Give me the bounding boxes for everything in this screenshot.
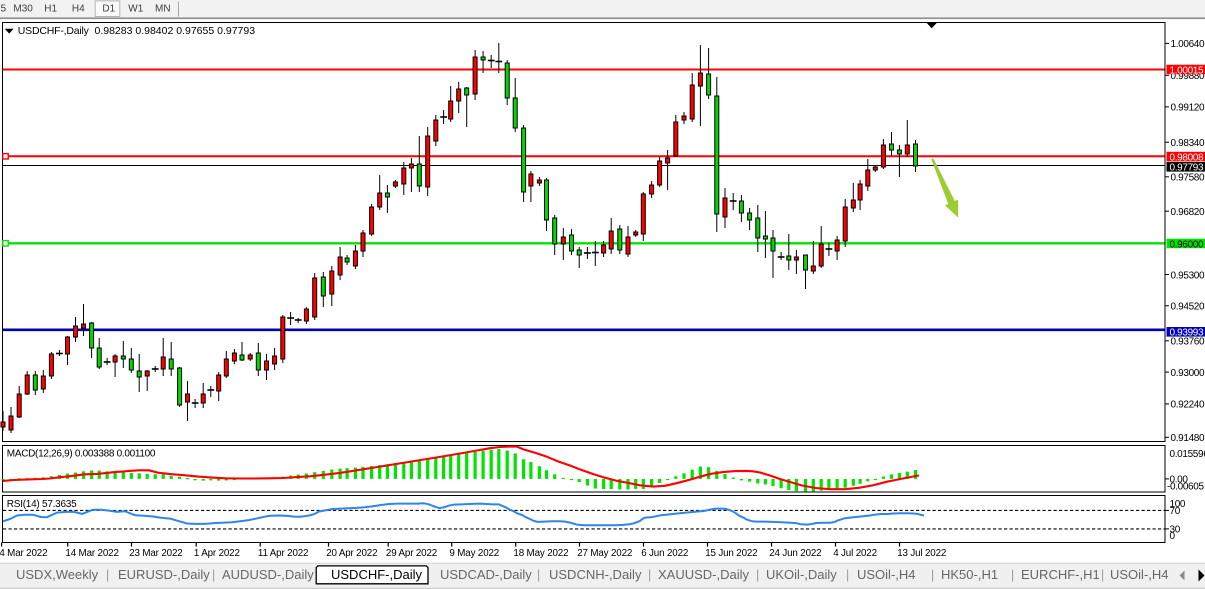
- svg-text:|: |: [648, 568, 651, 582]
- svg-text:0.93993: 0.93993: [1170, 328, 1204, 339]
- svg-text:MACD(12,26,9) 0.003388 0.00110: MACD(12,26,9) 0.003388 0.001100: [7, 449, 156, 460]
- svg-text:|: |: [1011, 568, 1014, 582]
- svg-text:W1: W1: [128, 4, 143, 15]
- svg-text:USDX,Weekly: USDX,Weekly: [16, 567, 99, 582]
- svg-text:0.015596: 0.015596: [1170, 449, 1205, 460]
- svg-text:0.93000: 0.93000: [1171, 368, 1205, 379]
- svg-text:0.98008: 0.98008: [1170, 152, 1204, 163]
- svg-text:M30: M30: [13, 4, 33, 15]
- svg-text:D1: D1: [102, 4, 115, 15]
- svg-text:|: |: [1101, 568, 1104, 582]
- svg-text:0.98340: 0.98340: [1171, 138, 1205, 149]
- svg-text:0.99120: 0.99120: [1171, 103, 1205, 114]
- svg-text:0.96820: 0.96820: [1171, 207, 1205, 218]
- svg-text:H1: H1: [44, 4, 57, 15]
- svg-text:UKOil-,Daily: UKOil-,Daily: [766, 567, 837, 582]
- svg-text:15 Jun 2022: 15 Jun 2022: [705, 548, 757, 559]
- svg-text:0.91480: 0.91480: [1171, 433, 1205, 444]
- svg-text:|: |: [537, 568, 540, 582]
- svg-text:0.94520: 0.94520: [1171, 302, 1205, 313]
- svg-text:6 Jun 2022: 6 Jun 2022: [641, 548, 688, 559]
- svg-text:MN: MN: [155, 4, 171, 15]
- svg-text:USOil-,H4: USOil-,H4: [1110, 567, 1169, 582]
- svg-text:4 Jul 2022: 4 Jul 2022: [833, 548, 877, 559]
- svg-text:70: 70: [1170, 506, 1181, 517]
- svg-text:XAUUSD-,Daily: XAUUSD-,Daily: [658, 567, 750, 582]
- svg-text:27 May 2022: 27 May 2022: [577, 548, 632, 559]
- svg-text:EURUSD-,Daily: EURUSD-,Daily: [118, 567, 210, 582]
- svg-text:EURCHF-,H1: EURCHF-,H1: [1021, 567, 1100, 582]
- svg-text:14 Mar 2022: 14 Mar 2022: [65, 548, 118, 559]
- svg-text:H4: H4: [72, 4, 85, 15]
- svg-text:1 Apr 2022: 1 Apr 2022: [194, 548, 240, 559]
- svg-text:5: 5: [1, 4, 7, 15]
- svg-text:USDCNH-,Daily: USDCNH-,Daily: [549, 567, 642, 582]
- svg-text:30: 30: [1170, 525, 1181, 536]
- svg-text:11 Apr 2022: 11 Apr 2022: [258, 548, 308, 559]
- svg-text:29 Apr 2022: 29 Apr 2022: [386, 548, 437, 559]
- svg-text:0.92240: 0.92240: [1171, 400, 1205, 411]
- svg-text:24 Jun 2022: 24 Jun 2022: [769, 548, 821, 559]
- svg-text:1.00015: 1.00015: [1170, 65, 1204, 76]
- svg-text:USDCAD-,Daily: USDCAD-,Daily: [440, 567, 532, 582]
- svg-text:1.00640: 1.00640: [1171, 39, 1205, 50]
- svg-text:20 Apr 2022: 20 Apr 2022: [326, 548, 377, 559]
- svg-text:RSI(14) 57.3635: RSI(14) 57.3635: [7, 499, 77, 510]
- svg-text:18 May 2022: 18 May 2022: [513, 548, 568, 559]
- svg-text:0: 0: [1170, 531, 1176, 542]
- svg-text:USOil-,H4: USOil-,H4: [857, 567, 916, 582]
- svg-text:HK50-,H1: HK50-,H1: [941, 567, 998, 582]
- svg-text:0.97793: 0.97793: [1170, 163, 1204, 174]
- svg-text:|: |: [931, 568, 934, 582]
- svg-text:0.96000: 0.96000: [1170, 239, 1204, 250]
- svg-text:0.00: 0.00: [1170, 474, 1189, 485]
- svg-text:4 Mar 2022: 4 Mar 2022: [0, 548, 47, 559]
- svg-text:0.95300: 0.95300: [1171, 270, 1205, 281]
- svg-text:9 May 2022: 9 May 2022: [449, 548, 499, 559]
- svg-text:|: |: [756, 568, 759, 582]
- svg-text:0.97580: 0.97580: [1171, 173, 1205, 184]
- svg-text:|: |: [212, 568, 215, 582]
- svg-text:AUDUSD-,Daily: AUDUSD-,Daily: [222, 567, 314, 582]
- svg-text:0.99880: 0.99880: [1171, 71, 1205, 82]
- svg-text:-0.00605: -0.00605: [1167, 481, 1204, 492]
- svg-text:USDCHF-,Daily: USDCHF-,Daily: [18, 25, 90, 37]
- svg-text:|: |: [106, 568, 109, 582]
- svg-text:100: 100: [1170, 499, 1186, 510]
- svg-text:23 Mar 2022: 23 Mar 2022: [129, 548, 182, 559]
- svg-text:13 Jul 2022: 13 Jul 2022: [897, 548, 946, 559]
- svg-text:|: |: [846, 568, 849, 582]
- svg-text:0.98283 0.98402 0.97655 0.9779: 0.98283 0.98402 0.97655 0.97793: [95, 25, 256, 37]
- svg-text:USDCHF-,Daily: USDCHF-,Daily: [331, 567, 423, 582]
- svg-text:0.93760: 0.93760: [1171, 337, 1205, 348]
